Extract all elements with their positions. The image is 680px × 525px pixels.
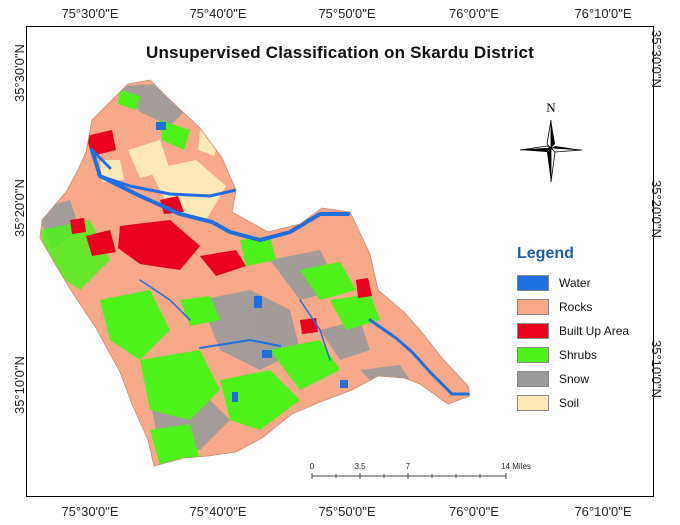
legend-item-shrubs: Shrubs (517, 343, 629, 367)
coord-top-5: 76°10'0"E (574, 6, 632, 21)
legend-label-water: Water (559, 276, 591, 290)
legend-item-snow: Snow (517, 367, 629, 391)
scale-label-0: 0 (309, 462, 315, 471)
legend-label-shrubs: Shrubs (559, 348, 598, 362)
scale-label-1: 3.5 (354, 462, 366, 471)
legend-label-rocks: Rocks (559, 300, 593, 314)
north-arrow-icon: N (519, 100, 583, 183)
coord-top-4: 76°0'0"E (449, 6, 499, 21)
coord-bottom-4: 76°0'0"E (449, 504, 499, 519)
north-label: N (546, 100, 556, 115)
legend-label-snow: Snow (559, 372, 590, 386)
legend-item-built-up: Built Up Area (517, 319, 629, 343)
legend-label-soil: Soil (559, 396, 580, 410)
legend: Legend Water Rocks Built Up Area Shrubs … (517, 245, 629, 415)
scale-label-3: 14 Miles (501, 462, 531, 471)
legend-swatch-rocks (517, 299, 549, 315)
district-boundary (39, 79, 471, 467)
legend-item-water: Water (517, 271, 629, 295)
legend-title: Legend (517, 245, 574, 262)
scale-bar: 0 3.5 7 14 Miles (309, 462, 531, 482)
legend-swatch-water (517, 275, 549, 291)
legend-swatch-shrubs (517, 347, 549, 363)
legend-swatch-snow (517, 371, 549, 387)
coord-top-2: 75°40'0"E (189, 6, 247, 21)
coord-top-1: 75°30'0"E (61, 6, 119, 21)
coord-bottom-1: 75°30'0"E (61, 504, 119, 519)
legend-label-built-up: Built Up Area (559, 324, 630, 338)
scale-label-2: 7 (405, 462, 411, 471)
coord-top-3: 75°50'0"E (318, 6, 376, 21)
legend-item-rocks: Rocks (517, 295, 629, 319)
coord-bottom-5: 76°10'0"E (574, 504, 632, 519)
scale-bar-graphic (311, 473, 507, 479)
land-cover-layer (40, 80, 470, 466)
legend-swatch-soil (517, 395, 549, 411)
coord-bottom-2: 75°40'0"E (189, 504, 247, 519)
legend-swatch-built-up (517, 323, 549, 339)
legend-item-soil: Soil (517, 391, 629, 415)
coord-bottom-3: 75°50'0"E (318, 504, 376, 519)
map-title: Unsupervised Classification on Skardu Di… (145, 43, 535, 62)
